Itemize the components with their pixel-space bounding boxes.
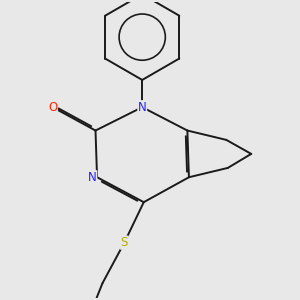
Text: N: N [88, 171, 97, 184]
Text: O: O [48, 101, 57, 114]
Text: S: S [121, 236, 128, 249]
Text: N: N [138, 101, 147, 114]
